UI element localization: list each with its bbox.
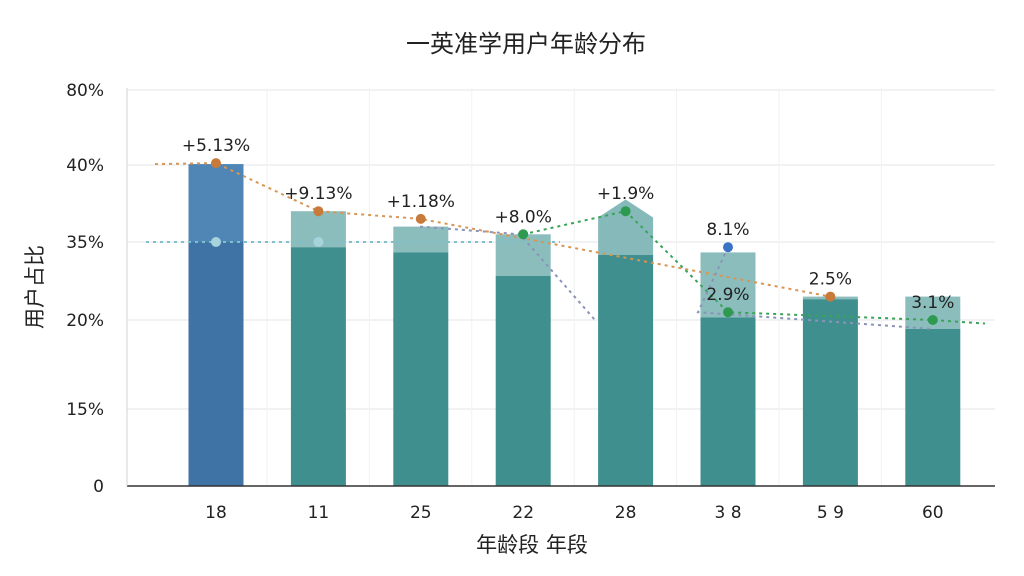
trend-line-green xyxy=(522,210,986,325)
bar-5 xyxy=(700,317,756,486)
x-axis-title: 年龄段 年段 xyxy=(476,533,588,557)
data-point xyxy=(415,213,426,224)
x-tick-label: 22 xyxy=(512,503,534,523)
data-label: 8.1% xyxy=(706,220,749,240)
bar-4 xyxy=(598,255,654,486)
x-tick-label: 60 xyxy=(922,503,944,523)
bar-upper-3 xyxy=(495,234,551,276)
bar-1 xyxy=(290,247,346,486)
y-tick-label: 35% xyxy=(66,233,104,253)
data-label: +1.18% xyxy=(387,192,455,212)
data-point xyxy=(518,229,529,240)
chart-title: 一英准学用户年龄分布 xyxy=(406,30,646,58)
x-tick-label: 3 8 xyxy=(714,503,741,523)
y-tick-label: 40% xyxy=(66,156,104,176)
data-point xyxy=(825,291,836,302)
grid-lines xyxy=(127,88,995,486)
bar-6 xyxy=(802,299,858,486)
bar-upper-2 xyxy=(393,226,449,253)
data-point xyxy=(620,206,631,217)
x-tick-label: 11 xyxy=(308,503,330,523)
x-tick-label: 25 xyxy=(410,503,432,523)
x-tick-labels: 18 11 25 22 28 3 8 5 9 60 xyxy=(205,503,943,523)
bar-3 xyxy=(495,275,551,486)
trend-line-orange xyxy=(154,162,831,298)
data-labels: +5.13% +9.13% +1.18% +8.0% +1.9% 8.1% 2.9% 2.5%… xyxy=(182,136,955,313)
bar-0 xyxy=(188,242,244,486)
y-tick-label: 0 xyxy=(93,477,104,497)
y-axis-title: 用户占比 xyxy=(23,245,47,329)
x-tick-label: 28 xyxy=(615,503,637,523)
y-tick-label: 20% xyxy=(66,311,104,331)
data-label: +9.13% xyxy=(284,184,352,204)
x-tick-label: 18 xyxy=(205,503,227,523)
reference-point xyxy=(313,237,324,247)
reference-point xyxy=(211,237,221,247)
bar-7 xyxy=(905,328,961,486)
markers xyxy=(211,158,938,325)
y-tick-labels: 0 15% 20% 35% 40% 80% xyxy=(66,81,104,497)
data-point xyxy=(313,206,324,217)
trend-lines xyxy=(146,162,986,330)
data-point xyxy=(723,242,733,253)
data-point xyxy=(927,315,938,325)
x-tick-label: 5 9 xyxy=(817,503,844,523)
bar-upper-0 xyxy=(188,164,244,242)
data-label: 3.1% xyxy=(911,293,954,313)
data-label: +5.13% xyxy=(182,136,250,156)
y-tick-label: 80% xyxy=(66,81,104,101)
data-label: 2.5% xyxy=(809,270,852,290)
data-point xyxy=(723,307,733,318)
bars xyxy=(188,164,961,486)
bar-upper-5 xyxy=(700,252,756,318)
y-tick-label: 15% xyxy=(66,400,104,420)
bar-2 xyxy=(393,252,449,486)
data-point xyxy=(211,158,221,169)
data-label: 2.9% xyxy=(706,285,749,305)
data-label: +1.9% xyxy=(597,184,654,204)
data-label: +8.0% xyxy=(494,207,551,227)
